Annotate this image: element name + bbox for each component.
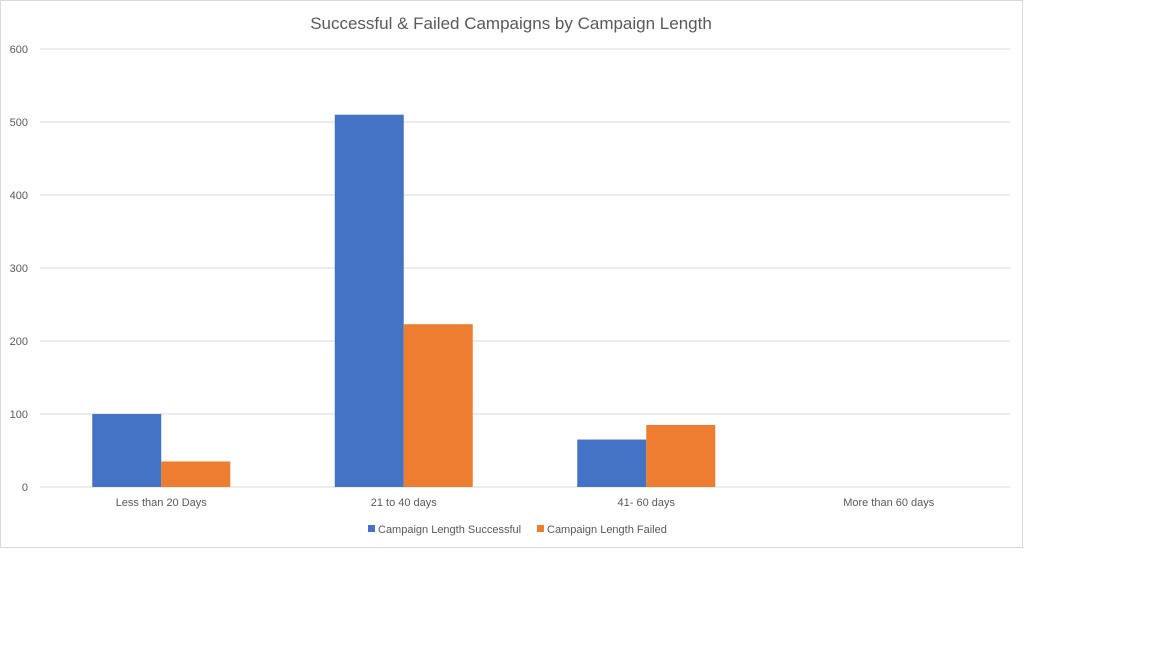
x-tick-label: More than 60 days <box>843 497 935 509</box>
bars <box>92 114 716 487</box>
y-tick-label: 200 <box>10 336 28 348</box>
bar-failed <box>646 424 716 487</box>
chart-title: Successful & Failed Campaigns by Campaig… <box>310 14 712 33</box>
bar-successful <box>92 414 162 487</box>
y-axis-ticks: 0 100 200 300 400 500 600 <box>10 44 28 494</box>
bar-successful <box>334 114 404 487</box>
legend: Campaign Length Successful Campaign Lengt… <box>368 524 667 536</box>
y-tick-label: 100 <box>10 409 28 421</box>
y-tick-label: 0 <box>22 482 28 494</box>
chart-frame <box>0 0 1023 548</box>
bar-failed <box>161 461 231 487</box>
y-tick-label: 400 <box>10 190 28 202</box>
legend-label: Campaign Length Successful <box>378 524 521 536</box>
bar-successful <box>577 439 647 487</box>
y-tick-label: 600 <box>10 44 28 56</box>
legend-label: Campaign Length Failed <box>547 524 667 536</box>
y-tick-label: 500 <box>10 117 28 129</box>
x-tick-label: 21 to 40 days <box>371 497 438 509</box>
gridlines <box>40 48 1010 488</box>
y-tick-label: 300 <box>10 263 28 275</box>
bar-failed <box>403 324 473 487</box>
legend-swatch <box>368 525 375 532</box>
legend-swatch <box>537 525 544 532</box>
x-tick-label: Less than 20 Days <box>116 497 208 509</box>
x-tick-label: 41- 60 days <box>618 497 676 509</box>
x-axis-ticks: Less than 20 Days 21 to 40 days 41- 60 day… <box>116 497 935 509</box>
